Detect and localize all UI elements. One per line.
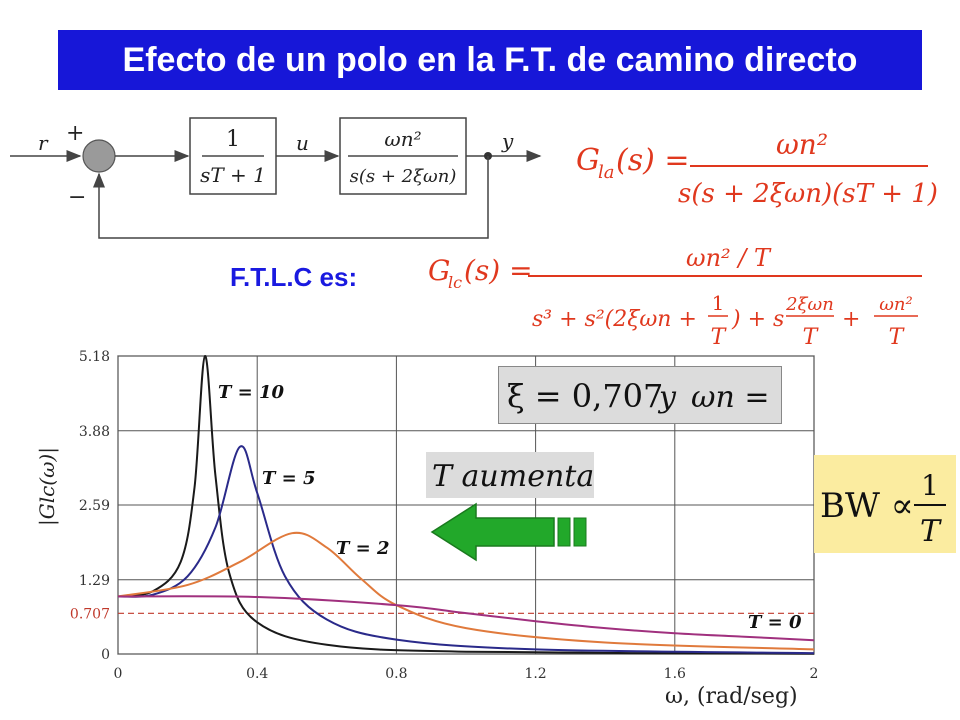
svg-text:1: 1 bbox=[712, 291, 725, 315]
block-diagram: r + − 1 sT + 1 u ωn² s(s + 2ξωn) y bbox=[10, 117, 542, 239]
y-tick-label: 0 bbox=[101, 647, 110, 663]
svg-text:G: G bbox=[428, 254, 450, 287]
params-box: ξ = 0,707 y ωn = 1 bbox=[498, 366, 798, 424]
y-tick-label: 5.18 bbox=[79, 349, 110, 365]
left-arrow-icon bbox=[430, 502, 587, 562]
svg-text:y: y bbox=[657, 380, 677, 415]
svg-text:(s) =: (s) = bbox=[616, 143, 689, 178]
input-label: r bbox=[38, 131, 49, 155]
block1-num: 1 bbox=[226, 127, 240, 152]
svg-text:1: 1 bbox=[921, 469, 939, 502]
svg-text:ωn = 1: ωn = 1 bbox=[691, 380, 781, 415]
svg-text:la: la bbox=[598, 162, 615, 183]
open-loop-equation: G la (s) = ωn² s(s + 2ξωn)(sT + 1) bbox=[576, 128, 938, 209]
svg-text:s(s + 2ξωn)(sT + 1): s(s + 2ξωn)(sT + 1) bbox=[678, 179, 938, 209]
title-bar: Efecto de un polo en la F.T. de camino d… bbox=[58, 30, 922, 90]
series-label: T = 5 bbox=[262, 468, 316, 489]
y-tick-label: 3.88 bbox=[79, 424, 110, 440]
svg-text:G: G bbox=[576, 143, 600, 178]
trend-box: T aumenta bbox=[426, 452, 594, 498]
page-title: Efecto de un polo en la F.T. de camino d… bbox=[122, 40, 858, 79]
svg-text:ωn² / T: ωn² / T bbox=[686, 244, 772, 272]
x-tick-label: 2 bbox=[810, 666, 819, 682]
closed-loop-equation: G lc (s) = ωn² / T s³ + s²(2ξωn + 1 T ) … bbox=[428, 244, 922, 350]
svg-text:(s) =: (s) = bbox=[464, 254, 533, 287]
svg-text:+: + bbox=[842, 307, 860, 332]
svg-text:2ξωn: 2ξωn bbox=[785, 294, 834, 315]
svg-text:ξ = 0,707: ξ = 0,707 bbox=[507, 377, 663, 415]
block2-den: s(s + 2ξωn) bbox=[350, 166, 457, 187]
series-label: T = 10 bbox=[218, 382, 285, 403]
x-tick-label: 0 bbox=[114, 666, 123, 682]
svg-text:ωn²: ωn² bbox=[776, 128, 828, 161]
svg-text:) + s: ) + s bbox=[731, 307, 784, 332]
svg-text:T: T bbox=[920, 514, 942, 549]
series-line bbox=[117, 595, 815, 642]
x-tick-label: 1.2 bbox=[524, 666, 546, 682]
reference-line-label: 0.707 bbox=[70, 606, 110, 622]
series-label: T = 2 bbox=[336, 538, 390, 559]
u-label: u bbox=[296, 131, 309, 155]
y-tick-label: 1.29 bbox=[79, 573, 110, 589]
series-line bbox=[117, 531, 815, 651]
x-axis-label: ω, (rad/seg) bbox=[665, 684, 798, 709]
svg-text:|Glc(ω)|: |Glc(ω)| bbox=[35, 447, 60, 526]
bw-box: BW ∝ 1 T bbox=[814, 455, 956, 553]
y-label: y bbox=[501, 129, 514, 153]
y-tick-label: 2.59 bbox=[79, 498, 110, 514]
series-label: T = 0 bbox=[748, 612, 802, 633]
series-line bbox=[117, 445, 815, 655]
svg-text:T: T bbox=[803, 325, 820, 350]
svg-text:lc: lc bbox=[448, 273, 462, 292]
minus-sign: − bbox=[68, 185, 86, 210]
block2-num: ωn² bbox=[384, 127, 421, 151]
svg-text:T: T bbox=[889, 325, 906, 350]
svg-text:T: T bbox=[711, 325, 728, 350]
svg-text:ωn²: ωn² bbox=[879, 294, 913, 315]
x-tick-label: 0.4 bbox=[246, 666, 268, 682]
svg-text:T aumenta: T aumenta bbox=[432, 459, 594, 494]
svg-text:BW ∝: BW ∝ bbox=[820, 486, 914, 526]
closed-loop-label: F.T.L.C es: bbox=[230, 262, 358, 292]
svg-text:s³ + s²(2ξωn +: s³ + s²(2ξωn + bbox=[532, 307, 697, 332]
block1-den: sT + 1 bbox=[200, 163, 266, 187]
plus-sign: + bbox=[66, 121, 84, 146]
x-tick-label: 1.6 bbox=[664, 666, 686, 682]
y-axis-label: |Glc(ω)| bbox=[26, 446, 66, 540]
x-tick-label: 0.8 bbox=[385, 666, 407, 682]
